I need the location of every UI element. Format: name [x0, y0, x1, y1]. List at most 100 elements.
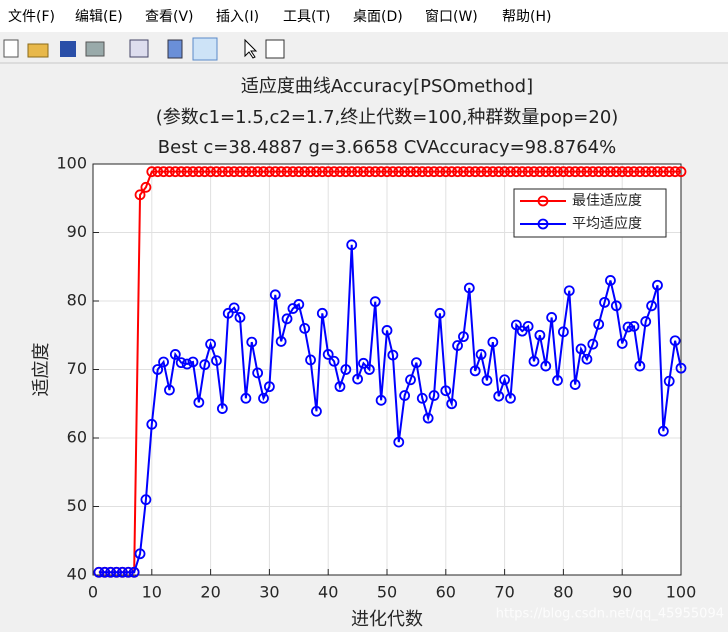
- point-marker: [334, 381, 346, 393]
- point-marker: [369, 166, 381, 178]
- point-marker: [393, 166, 405, 178]
- point-marker: [646, 166, 657, 178]
- point-marker: [622, 166, 634, 178]
- print-icon[interactable]: [85, 41, 105, 57]
- point-marker: [534, 166, 546, 178]
- point-marker: [505, 166, 516, 178]
- point-marker: [481, 166, 493, 178]
- menu-item[interactable]: 窗口(W): [425, 8, 478, 25]
- menu-item[interactable]: 桌面(D): [353, 9, 403, 25]
- point-marker: [575, 166, 587, 178]
- point-marker: [428, 166, 440, 178]
- point-marker: [552, 375, 563, 386]
- point-marker: [499, 374, 511, 386]
- point-marker: [675, 362, 687, 374]
- x-tick-label: 30: [259, 583, 279, 602]
- point-marker: [146, 166, 158, 178]
- point-marker: [581, 166, 593, 178]
- new-icon[interactable]: [3, 39, 19, 58]
- watermark: https://blog.csdn.net/qq_45955094: [496, 607, 724, 622]
- point-marker: [252, 166, 264, 178]
- point-marker: [381, 166, 393, 178]
- point-marker: [652, 279, 663, 291]
- save-icon[interactable]: [60, 41, 76, 57]
- point-marker: [164, 166, 175, 178]
- x-axis-label: 进化代数: [351, 609, 423, 630]
- point-marker: [181, 166, 193, 178]
- point-marker: [334, 166, 346, 178]
- point-marker: [369, 296, 381, 308]
- point-marker: [164, 384, 175, 396]
- point-marker: [575, 343, 587, 355]
- point-marker: [269, 289, 281, 301]
- point-marker: [381, 325, 393, 336]
- point-marker: [175, 166, 187, 178]
- y-tick-label: 40: [67, 565, 87, 584]
- point-marker: [452, 166, 463, 178]
- point-marker: [187, 356, 199, 368]
- point-marker: [211, 355, 222, 366]
- point-marker: [593, 318, 605, 330]
- menu-item[interactable]: 工具(T): [283, 9, 330, 25]
- point-marker: [328, 355, 340, 367]
- colorbar-icon[interactable]: [167, 39, 183, 59]
- point-marker: [569, 379, 581, 390]
- series-line: [98, 244, 682, 574]
- axes-box: [92, 163, 682, 576]
- x-tick-label: 50: [377, 583, 397, 602]
- point-marker: [346, 239, 358, 251]
- point-marker: [399, 166, 411, 178]
- point-marker: [322, 349, 334, 360]
- menu-item[interactable]: 编辑(E): [75, 9, 123, 25]
- point-marker: [311, 166, 322, 178]
- point-marker: [281, 166, 293, 178]
- point-marker: [187, 166, 199, 178]
- point-marker: [281, 313, 293, 325]
- open-icon[interactable]: [27, 43, 49, 58]
- point-marker: [117, 566, 128, 578]
- link-icon[interactable]: [129, 39, 149, 58]
- point-marker: [616, 166, 628, 178]
- legend-label: 最佳适应度: [572, 192, 642, 209]
- point-marker: [305, 354, 316, 366]
- menu-item[interactable]: 文件(F): [8, 9, 55, 25]
- point-marker: [205, 166, 217, 178]
- point-marker: [469, 166, 481, 178]
- point-marker: [352, 166, 364, 178]
- point-marker: [152, 364, 164, 375]
- menu-item[interactable]: 查看(V): [145, 9, 194, 25]
- legend-label: 平均适应度: [572, 215, 642, 232]
- point-marker: [358, 166, 369, 178]
- point-marker: [475, 349, 487, 360]
- point-marker: [216, 166, 228, 178]
- point-marker: [616, 338, 628, 349]
- point-marker: [522, 166, 534, 178]
- point-marker: [199, 166, 211, 178]
- point-marker: [363, 166, 375, 178]
- point-marker: [622, 321, 634, 333]
- point-marker: [416, 166, 428, 178]
- property-icon[interactable]: [265, 39, 285, 59]
- x-tick-label: 80: [553, 583, 573, 602]
- point-marker: [487, 166, 499, 178]
- legend-icon[interactable]: [192, 37, 218, 61]
- legend-box: [513, 188, 667, 238]
- point-marker: [328, 166, 340, 178]
- menu-item[interactable]: 插入(I): [216, 9, 259, 25]
- point-marker: [193, 166, 205, 178]
- point-marker: [293, 299, 305, 310]
- point-marker: [563, 166, 575, 178]
- point-marker: [269, 166, 281, 178]
- menu-item[interactable]: 帮助(H): [502, 9, 551, 25]
- point-marker: [240, 392, 252, 404]
- point-marker: [628, 166, 640, 178]
- point-marker: [522, 320, 534, 332]
- point-marker: [222, 307, 234, 319]
- point-marker: [293, 166, 305, 178]
- point-marker: [463, 166, 475, 178]
- pointer-icon[interactable]: [244, 38, 258, 59]
- point-marker: [663, 166, 675, 178]
- point-marker: [593, 166, 605, 178]
- point-marker: [487, 336, 499, 348]
- point-marker: [422, 166, 434, 178]
